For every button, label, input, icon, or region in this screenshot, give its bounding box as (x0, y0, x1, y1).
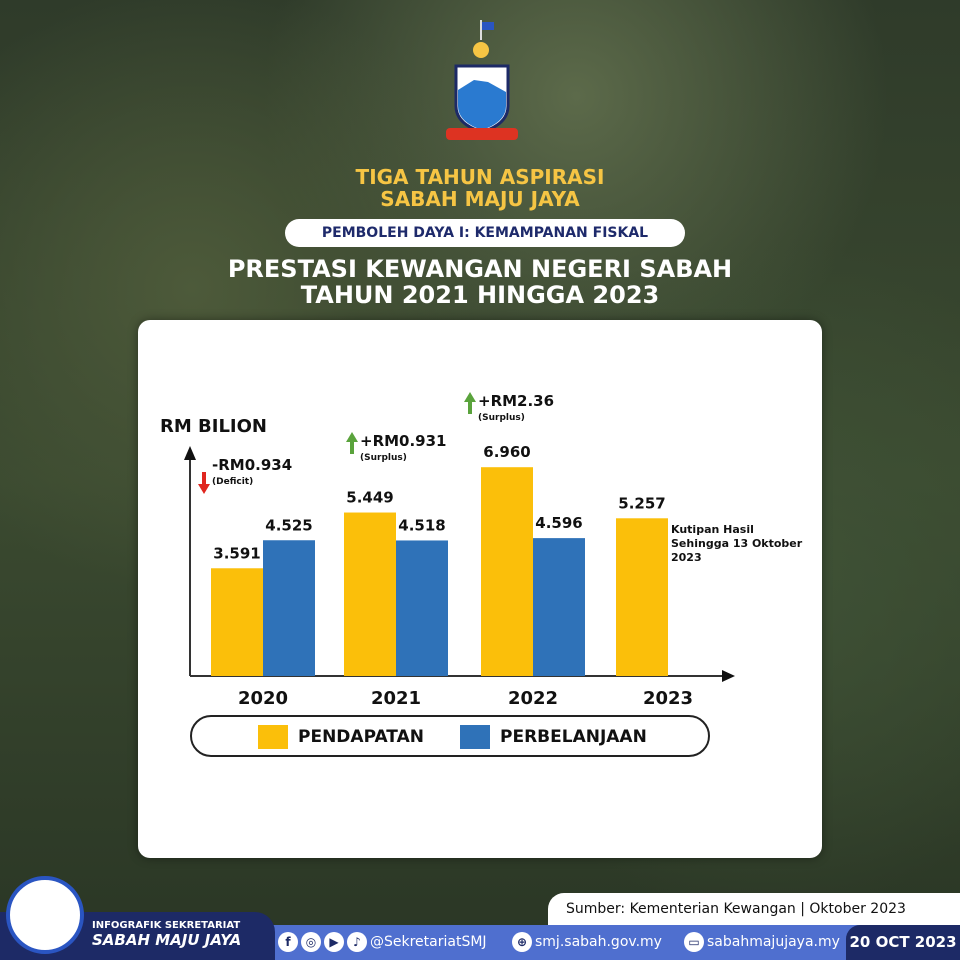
youtube-icon[interactable]: ▶ (324, 932, 344, 952)
x-tick-label: 2021 (371, 688, 421, 709)
date-badge: 20 OCT 2023 (846, 925, 960, 960)
tiktok-icon[interactable]: ♪ (347, 932, 367, 952)
title-line2: TAHUN 2021 HINGGA 2023 (300, 281, 660, 309)
website-link[interactable]: smj.sabah.gov.my (535, 934, 662, 950)
data-label: 4.525 (265, 516, 312, 534)
bar-pendapatan-2020 (211, 568, 263, 676)
brand-line2: SABAH MAJU JAYA (92, 931, 242, 949)
note-2023-line: 2023 (671, 551, 702, 564)
social-handle[interactable]: @SekretariatSMJ (370, 934, 487, 950)
legend-pendapatan: PENDAPATAN (258, 725, 424, 749)
arrow-up-icon (346, 432, 358, 454)
balance-value: -RM0.934 (212, 456, 292, 474)
bar-perbelanjaan-2022 (533, 538, 585, 676)
title-line1: PRESTASI KEWANGAN NEGERI SABAH (227, 255, 733, 283)
legend-label: PENDAPATAN (298, 727, 424, 747)
x-tick-label: 2023 (643, 688, 693, 709)
data-label: 5.257 (618, 494, 665, 512)
legend-label: PERBELANJAAN (500, 727, 647, 747)
data-label: 4.518 (398, 516, 445, 534)
x-axis-arrow (722, 670, 735, 682)
data-label: 5.449 (346, 489, 393, 507)
brand-line1: INFOGRAFIK SEKRETARIAT (92, 920, 241, 931)
bar-perbelanjaan-2020 (263, 540, 315, 676)
data-label: 4.596 (535, 514, 582, 532)
bar-pendapatan-2021 (344, 512, 396, 676)
globe-icon: ⊕ (512, 932, 532, 952)
laptop-icon: ▭ (684, 932, 704, 952)
arrow-up-icon (464, 392, 476, 414)
balance-value: +RM2.36 (478, 392, 554, 410)
source-text: Sumber: Kementerian Kewangan | Oktober 2… (548, 893, 960, 925)
bar-perbelanjaan-2021 (396, 540, 448, 676)
y-axis-label: RM BILION (160, 416, 267, 437)
balance-note: (Surplus) (360, 453, 407, 463)
x-tick-label: 2020 (238, 688, 288, 709)
y-axis-arrow (184, 446, 196, 460)
facebook-icon[interactable]: f (278, 932, 298, 952)
balance-note: (Deficit) (212, 477, 253, 487)
arrow-down-icon (198, 472, 210, 494)
bar-pendapatan-2023 (616, 518, 668, 676)
legend-swatch (258, 725, 288, 749)
note-2023-line: Sehingga 13 Oktober (671, 537, 803, 550)
x-tick-label: 2022 (508, 688, 558, 709)
note-2023-line: Kutipan Hasil (671, 523, 754, 536)
balance-value: +RM0.931 (360, 432, 447, 450)
pillar-badge: PEMBOLEH DAYA I: KEMAMPANAN FISKAL (285, 219, 685, 247)
sabah-emblem (446, 20, 518, 140)
data-label: 6.960 (483, 443, 530, 461)
smj-logo (6, 876, 84, 954)
legend: PENDAPATAN PERBELANJAAN (190, 715, 710, 757)
balance-note: (Surplus) (478, 413, 525, 423)
legend-perbelanjaan: PERBELANJAAN (460, 725, 647, 749)
instagram-icon[interactable]: ◎ (301, 932, 321, 952)
header-line1: TIGA TAHUN ASPIRASI (355, 165, 605, 189)
data-label: 3.591 (213, 544, 260, 562)
website-link-2[interactable]: sabahmajujaya.my (707, 934, 840, 950)
legend-swatch (460, 725, 490, 749)
header-line2: SABAH MAJU JAYA (380, 187, 580, 211)
bar-pendapatan-2022 (481, 467, 533, 676)
